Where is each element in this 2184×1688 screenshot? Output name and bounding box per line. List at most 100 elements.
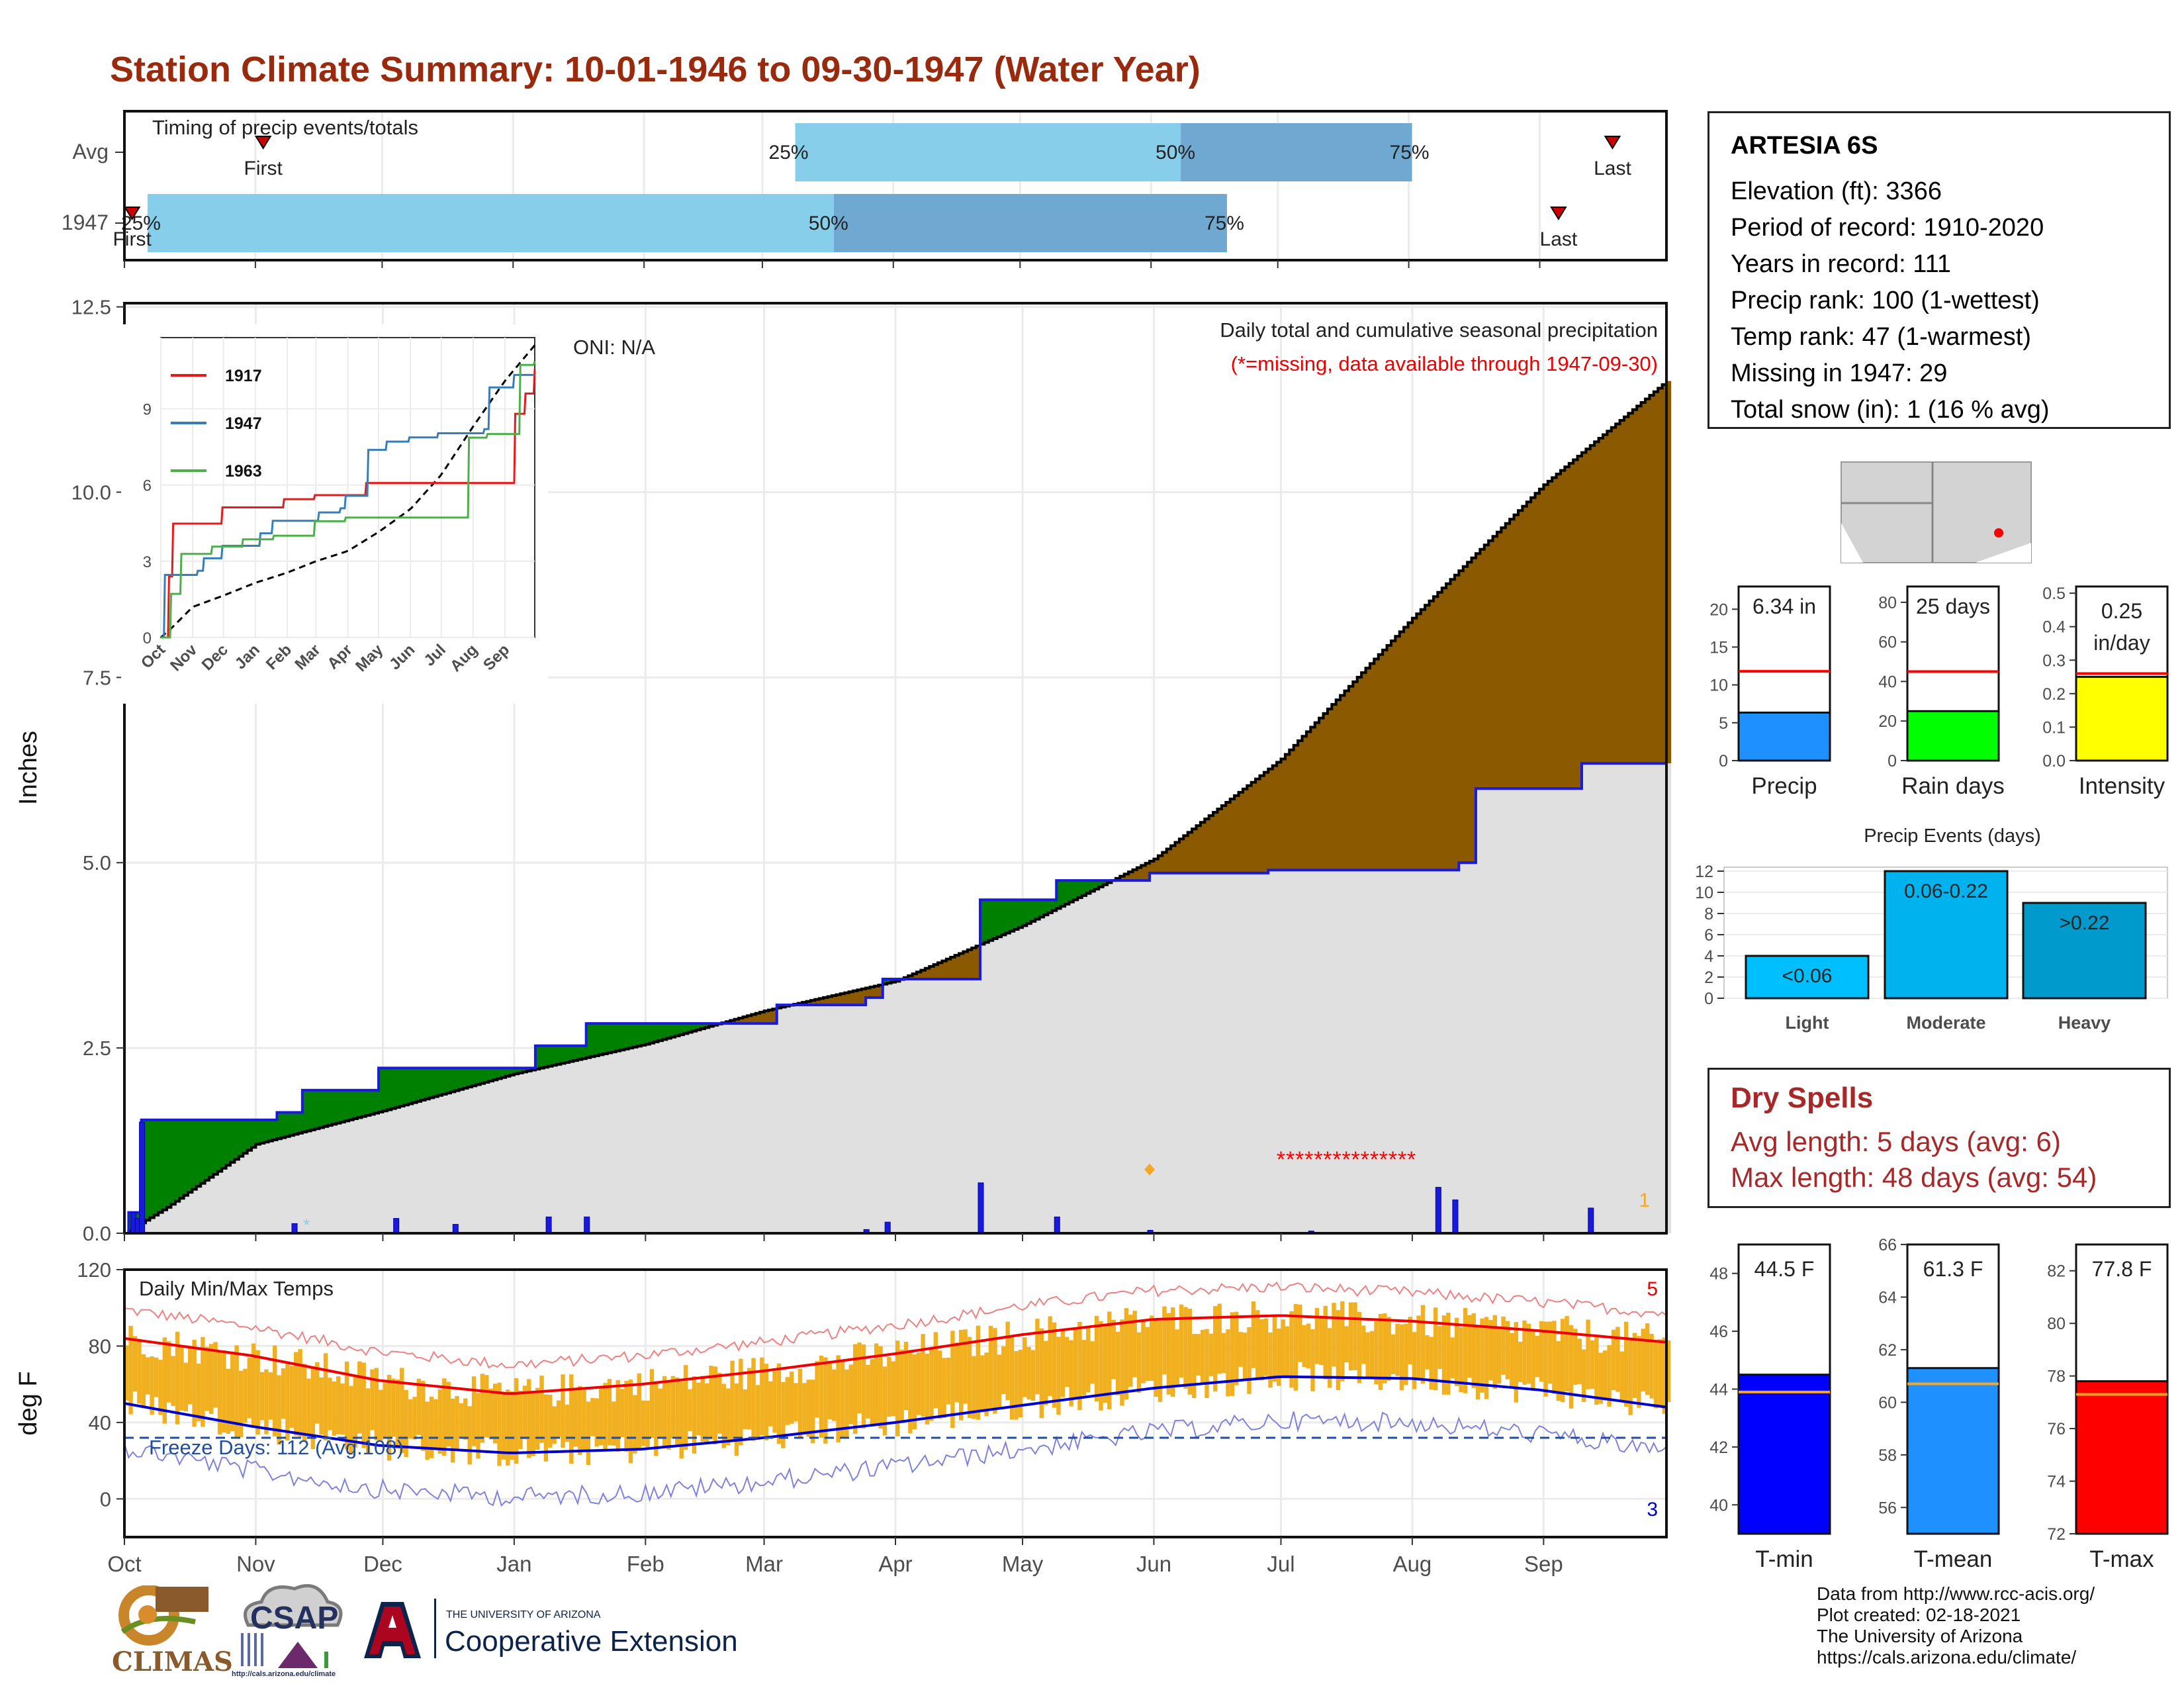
- temp-daily-bar: [615, 1380, 620, 1452]
- precip-avg-fill: [222, 1168, 227, 1233]
- temp-daily-bar: [1094, 1315, 1099, 1402]
- summary-bar-value: 6.34 in: [1752, 594, 1816, 618]
- precip-above-fill: [357, 1090, 363, 1118]
- precip-below-fill: [1353, 681, 1358, 870]
- precip-below-fill: [1268, 769, 1273, 870]
- precip-y-tick-label: 2.5: [83, 1037, 111, 1060]
- precip-avg-fill: [734, 1023, 739, 1233]
- temp-daily-bar: [1060, 1329, 1066, 1397]
- precip-avg-fill: [1501, 788, 1506, 1233]
- temp-daily-bar: [1255, 1310, 1260, 1378]
- timing-first-label: First: [113, 228, 152, 250]
- temp-daily-bar: [1263, 1318, 1269, 1376]
- temp-daily-bar: [1179, 1304, 1184, 1378]
- precip-avg-fill: [1611, 763, 1616, 1233]
- temp-daily-bar: [344, 1361, 349, 1450]
- csap-cloud-art: [241, 1584, 343, 1668]
- timing-pct-label: 50%: [1156, 142, 1195, 164]
- temp-daily-bar: [912, 1354, 917, 1430]
- temp-daily-bar: [1056, 1336, 1061, 1415]
- summary-y-tick-label: 0.5: [2042, 585, 2066, 603]
- precip-avg-fill: [844, 1005, 850, 1233]
- temp-daily-bar: [1107, 1311, 1112, 1409]
- inset-year-line: [161, 361, 536, 639]
- precip-below-fill: [1374, 659, 1379, 870]
- precip-above-fill: [607, 1023, 612, 1053]
- precip-below-fill: [1505, 523, 1510, 789]
- temp-daily-bar: [950, 1331, 955, 1429]
- inset-y-tick-label: 6: [143, 477, 152, 495]
- temp-daily-bar: [654, 1383, 659, 1456]
- temp-summary-y-tick-label: 48: [1709, 1265, 1728, 1284]
- temp-daily-bar: [264, 1369, 269, 1434]
- temp-daily-bar: [238, 1370, 244, 1438]
- precip-avg-fill: [1623, 763, 1629, 1233]
- precip-avg-fill: [810, 1005, 816, 1233]
- precip-above-fill: [361, 1090, 367, 1117]
- precip-avg-fill: [1208, 872, 1214, 1233]
- temp-daily-bar: [1357, 1311, 1362, 1383]
- precip-missing-marker: *: [1332, 1147, 1341, 1172]
- precip-avg-fill: [1111, 880, 1116, 1233]
- precip-above-fill: [675, 1023, 680, 1036]
- temp-daily-bar: [365, 1388, 371, 1454]
- temp-daily-bar: [908, 1350, 913, 1434]
- precip-below-fill: [1459, 571, 1464, 863]
- precip-avg-fill: [666, 1038, 672, 1233]
- precip-avg-fill: [721, 1023, 727, 1233]
- precip-avg-fill: [565, 1062, 570, 1233]
- precip-below-fill: [1441, 588, 1447, 870]
- precip-avg-fill: [683, 1033, 689, 1233]
- temp-daily-bar: [1213, 1306, 1218, 1391]
- ua-logo: THE UNIVERSITY OF ARIZONA Cooperative Ex…: [363, 1599, 747, 1668]
- precip-avg-fill: [285, 1136, 291, 1233]
- precip-above-fill: [1056, 880, 1062, 909]
- precip-avg-fill: [1577, 788, 1582, 1233]
- temp-daily-bar: [641, 1400, 646, 1446]
- temp-daily-bar: [946, 1358, 951, 1405]
- temp-daily-bar: [1653, 1340, 1659, 1409]
- credit-line: https://cals.arizona.edu/climate/: [1817, 1647, 2077, 1667]
- precip-above-fill: [471, 1068, 477, 1086]
- temp-daily-bar: [1319, 1315, 1324, 1366]
- precip-avg-fill: [802, 1005, 807, 1233]
- temp-daily-bar: [323, 1353, 328, 1440]
- precip-above-fill: [450, 1068, 456, 1092]
- precip-above-fill: [167, 1119, 172, 1207]
- precip-avg-fill: [1014, 929, 1019, 1233]
- precip-avg-fill: [1387, 870, 1392, 1233]
- temp-daily-bar: [730, 1360, 735, 1441]
- precip-avg-fill: [1120, 880, 1125, 1233]
- temp-daily-bar: [861, 1344, 866, 1429]
- precip-above-fill: [213, 1119, 218, 1174]
- temp-daily-bar: [565, 1404, 570, 1442]
- precip-above-fill: [408, 1068, 414, 1104]
- precip-above-fill: [993, 900, 998, 939]
- precip-subtitle: Daily total and cumulative seasonal prec…: [1220, 318, 1658, 342]
- precip-above-fill: [683, 1023, 689, 1034]
- temp-daily-bar: [925, 1354, 930, 1425]
- temp-daily-bar: [933, 1332, 938, 1409]
- temp-daily-bar: [1115, 1331, 1120, 1395]
- precip-above-fill: [488, 1068, 494, 1082]
- temp-daily-bar: [1154, 1319, 1158, 1397]
- precip-below-fill: [760, 1011, 765, 1024]
- precip-avg-fill: [1107, 882, 1113, 1233]
- temp-daily-bar: [128, 1325, 133, 1415]
- precip-avg-fill: [1412, 870, 1418, 1233]
- temp-daily-bar: [1323, 1305, 1328, 1380]
- precip-below-fill: [1259, 775, 1265, 873]
- precip-avg-fill: [332, 1124, 337, 1233]
- precip-below-fill: [959, 953, 964, 980]
- precip-above-fill: [1094, 880, 1100, 890]
- precip-events-y-tick-label: 0: [1704, 990, 1713, 1008]
- temp-daily-bar: [539, 1376, 544, 1443]
- precip-above-fill: [1099, 880, 1104, 887]
- temp-daily-bar: [277, 1375, 281, 1445]
- precip-avg-fill: [506, 1076, 511, 1233]
- precip-avg-fill: [1018, 927, 1023, 1233]
- precip-avg-fill: [1171, 872, 1176, 1233]
- temp-daily-bar: [234, 1345, 239, 1439]
- temp-daily-bar: [1649, 1333, 1654, 1399]
- precip-avg-fill: [1039, 917, 1044, 1233]
